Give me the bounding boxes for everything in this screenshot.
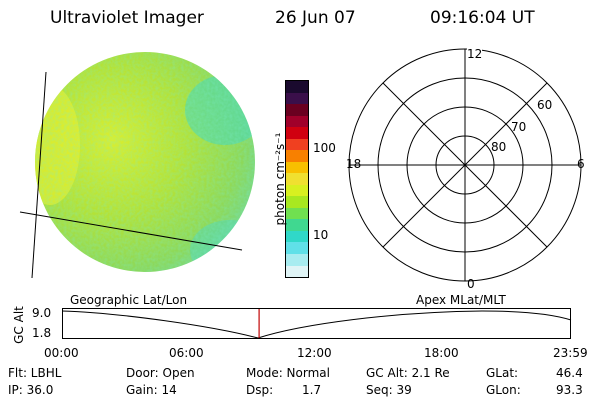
colorbar-segment [286, 150, 308, 162]
timeline-y-min: 1.8 [32, 326, 52, 340]
colorbar-unit-label: photon cm⁻²s⁻¹ [273, 132, 287, 226]
colorbar-segment [286, 127, 308, 139]
colorbar-segment [286, 161, 308, 174]
colorbar-segment [286, 138, 308, 151]
colorbar-segment [286, 230, 308, 243]
info-gc-alt: GC Alt: 2.1 Re [366, 366, 450, 380]
mlt-label-12: 12 [467, 47, 483, 61]
time-tick-0600: 06:00 [169, 346, 204, 360]
colorbar-segment [286, 104, 308, 116]
colorbar-segment [286, 242, 308, 254]
info-door: Door: Open [126, 366, 195, 380]
polar-diagonal-2 [382, 82, 548, 248]
polar-grid [348, 48, 582, 282]
image-time: 09:16:04 UT [430, 8, 535, 28]
colorbar-segment [286, 184, 308, 197]
colorbar-segment [286, 173, 308, 185]
colorbar-segment [286, 253, 308, 266]
colorbar-segment [286, 207, 308, 220]
terminator-line-vertical [31, 71, 47, 279]
colorbar-segment [286, 219, 308, 231]
info-ip: IP: 36.0 [8, 383, 54, 397]
terminator-line-horizontal [19, 211, 243, 251]
info-filter: Flt: LBHL [8, 366, 62, 380]
altitude-timeline [61, 308, 572, 339]
mlt-label-18: 18 [346, 157, 362, 171]
lat-label-70: 70 [511, 120, 527, 134]
colorbar-segment [286, 196, 308, 208]
info-seq: Seq: 39 [366, 383, 412, 397]
info-mode: Mode: Normal [246, 366, 330, 380]
timeline-y-label: GC Alt [12, 306, 26, 344]
timeline-right-title: Apex MLat/MLT [416, 293, 506, 307]
info-glon-value: 93.3 [556, 383, 583, 397]
time-tick-1200: 12:00 [297, 346, 332, 360]
image-date: 26 Jun 07 [275, 8, 356, 28]
info-glat-value: 46.4 [556, 366, 583, 380]
colorbar-segment [286, 115, 308, 128]
uv-earth-image [19, 52, 255, 279]
lat-label-80: 80 [491, 140, 507, 154]
time-tick-1800: 18:00 [424, 346, 459, 360]
instrument-title: Ultraviolet Imager [50, 8, 204, 28]
time-tick-0000: 00:00 [44, 346, 79, 360]
colorbar-segment [286, 81, 308, 93]
time-tick-2359: 23:59 [553, 346, 588, 360]
color-scale-bar [285, 80, 309, 278]
timeline-left-title: Geographic Lat/Lon [70, 293, 188, 307]
colorbar-segment [286, 92, 308, 105]
info-dsp-label: Dsp: [246, 383, 274, 397]
colorbar-segment [286, 265, 308, 278]
info-glat-label: GLat: [486, 366, 519, 380]
altitude-curve [61, 310, 572, 339]
colorbar-tick-10: 10 [313, 228, 329, 242]
mlt-label-0: 0 [467, 277, 475, 291]
timeline-frame [62, 308, 571, 339]
timeline-y-max: 9.0 [32, 306, 52, 320]
info-dsp-value: 1.7 [302, 383, 322, 397]
info-glon-label: GLon: [486, 383, 521, 397]
lat-label-60: 60 [537, 98, 553, 112]
colorbar-tick-100: 100 [313, 141, 336, 155]
mlt-label-6: 6 [577, 157, 585, 171]
info-gain: Gain: 14 [126, 383, 177, 397]
